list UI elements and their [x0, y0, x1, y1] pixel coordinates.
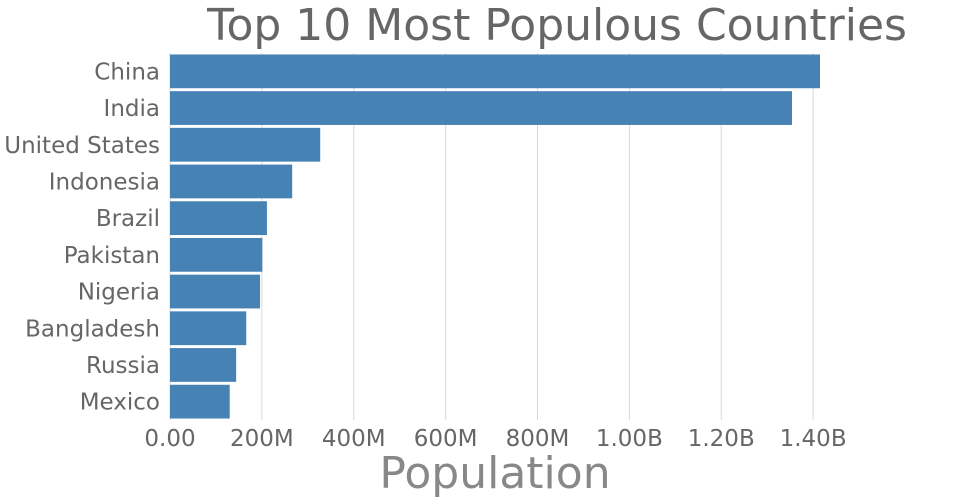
country-label: Russia	[86, 353, 160, 379]
country-label: Pakistan	[64, 243, 160, 269]
country-label: Nigeria	[78, 280, 160, 306]
country-labels: China India United States Indonesia Brazil Pa…	[4, 59, 160, 415]
bar-indonesia	[170, 164, 293, 199]
x-tick-label: 600M	[414, 426, 478, 452]
bar-bangladesh	[170, 311, 247, 346]
bar-china	[170, 54, 820, 89]
x-tick-label: 1.00B	[596, 426, 663, 452]
x-tick-label: 1.40B	[780, 426, 847, 452]
country-label: Mexico	[80, 390, 160, 416]
bars-layer	[170, 54, 820, 419]
x-axis-title: Population	[379, 448, 610, 499]
x-tick-label: 400M	[322, 426, 386, 452]
bar-india	[170, 91, 792, 125]
country-label: Brazil	[96, 206, 160, 232]
bar-united-states	[170, 127, 321, 162]
x-tick-label: 200M	[230, 426, 294, 452]
x-tick-label: 800M	[506, 426, 570, 452]
bar-mexico	[170, 384, 230, 419]
country-label: United States	[4, 133, 160, 159]
country-label: India	[104, 96, 160, 122]
chart-title: Top 10 Most Populous Countries	[206, 0, 907, 51]
country-label: China	[94, 59, 160, 85]
bar-pakistan	[170, 237, 263, 272]
country-label: Indonesia	[49, 169, 160, 195]
x-tick-label: 1.20B	[688, 426, 755, 452]
x-tick-label: 0.00	[144, 426, 195, 452]
x-axis-ticks: 0.00 200M 400M 600M 800M 1.00B 1.20B 1.40B	[144, 426, 846, 452]
bar-russia	[170, 348, 237, 382]
bar-brazil	[170, 201, 267, 236]
country-label: Bangladesh	[25, 316, 160, 342]
bar-nigeria	[170, 274, 261, 309]
